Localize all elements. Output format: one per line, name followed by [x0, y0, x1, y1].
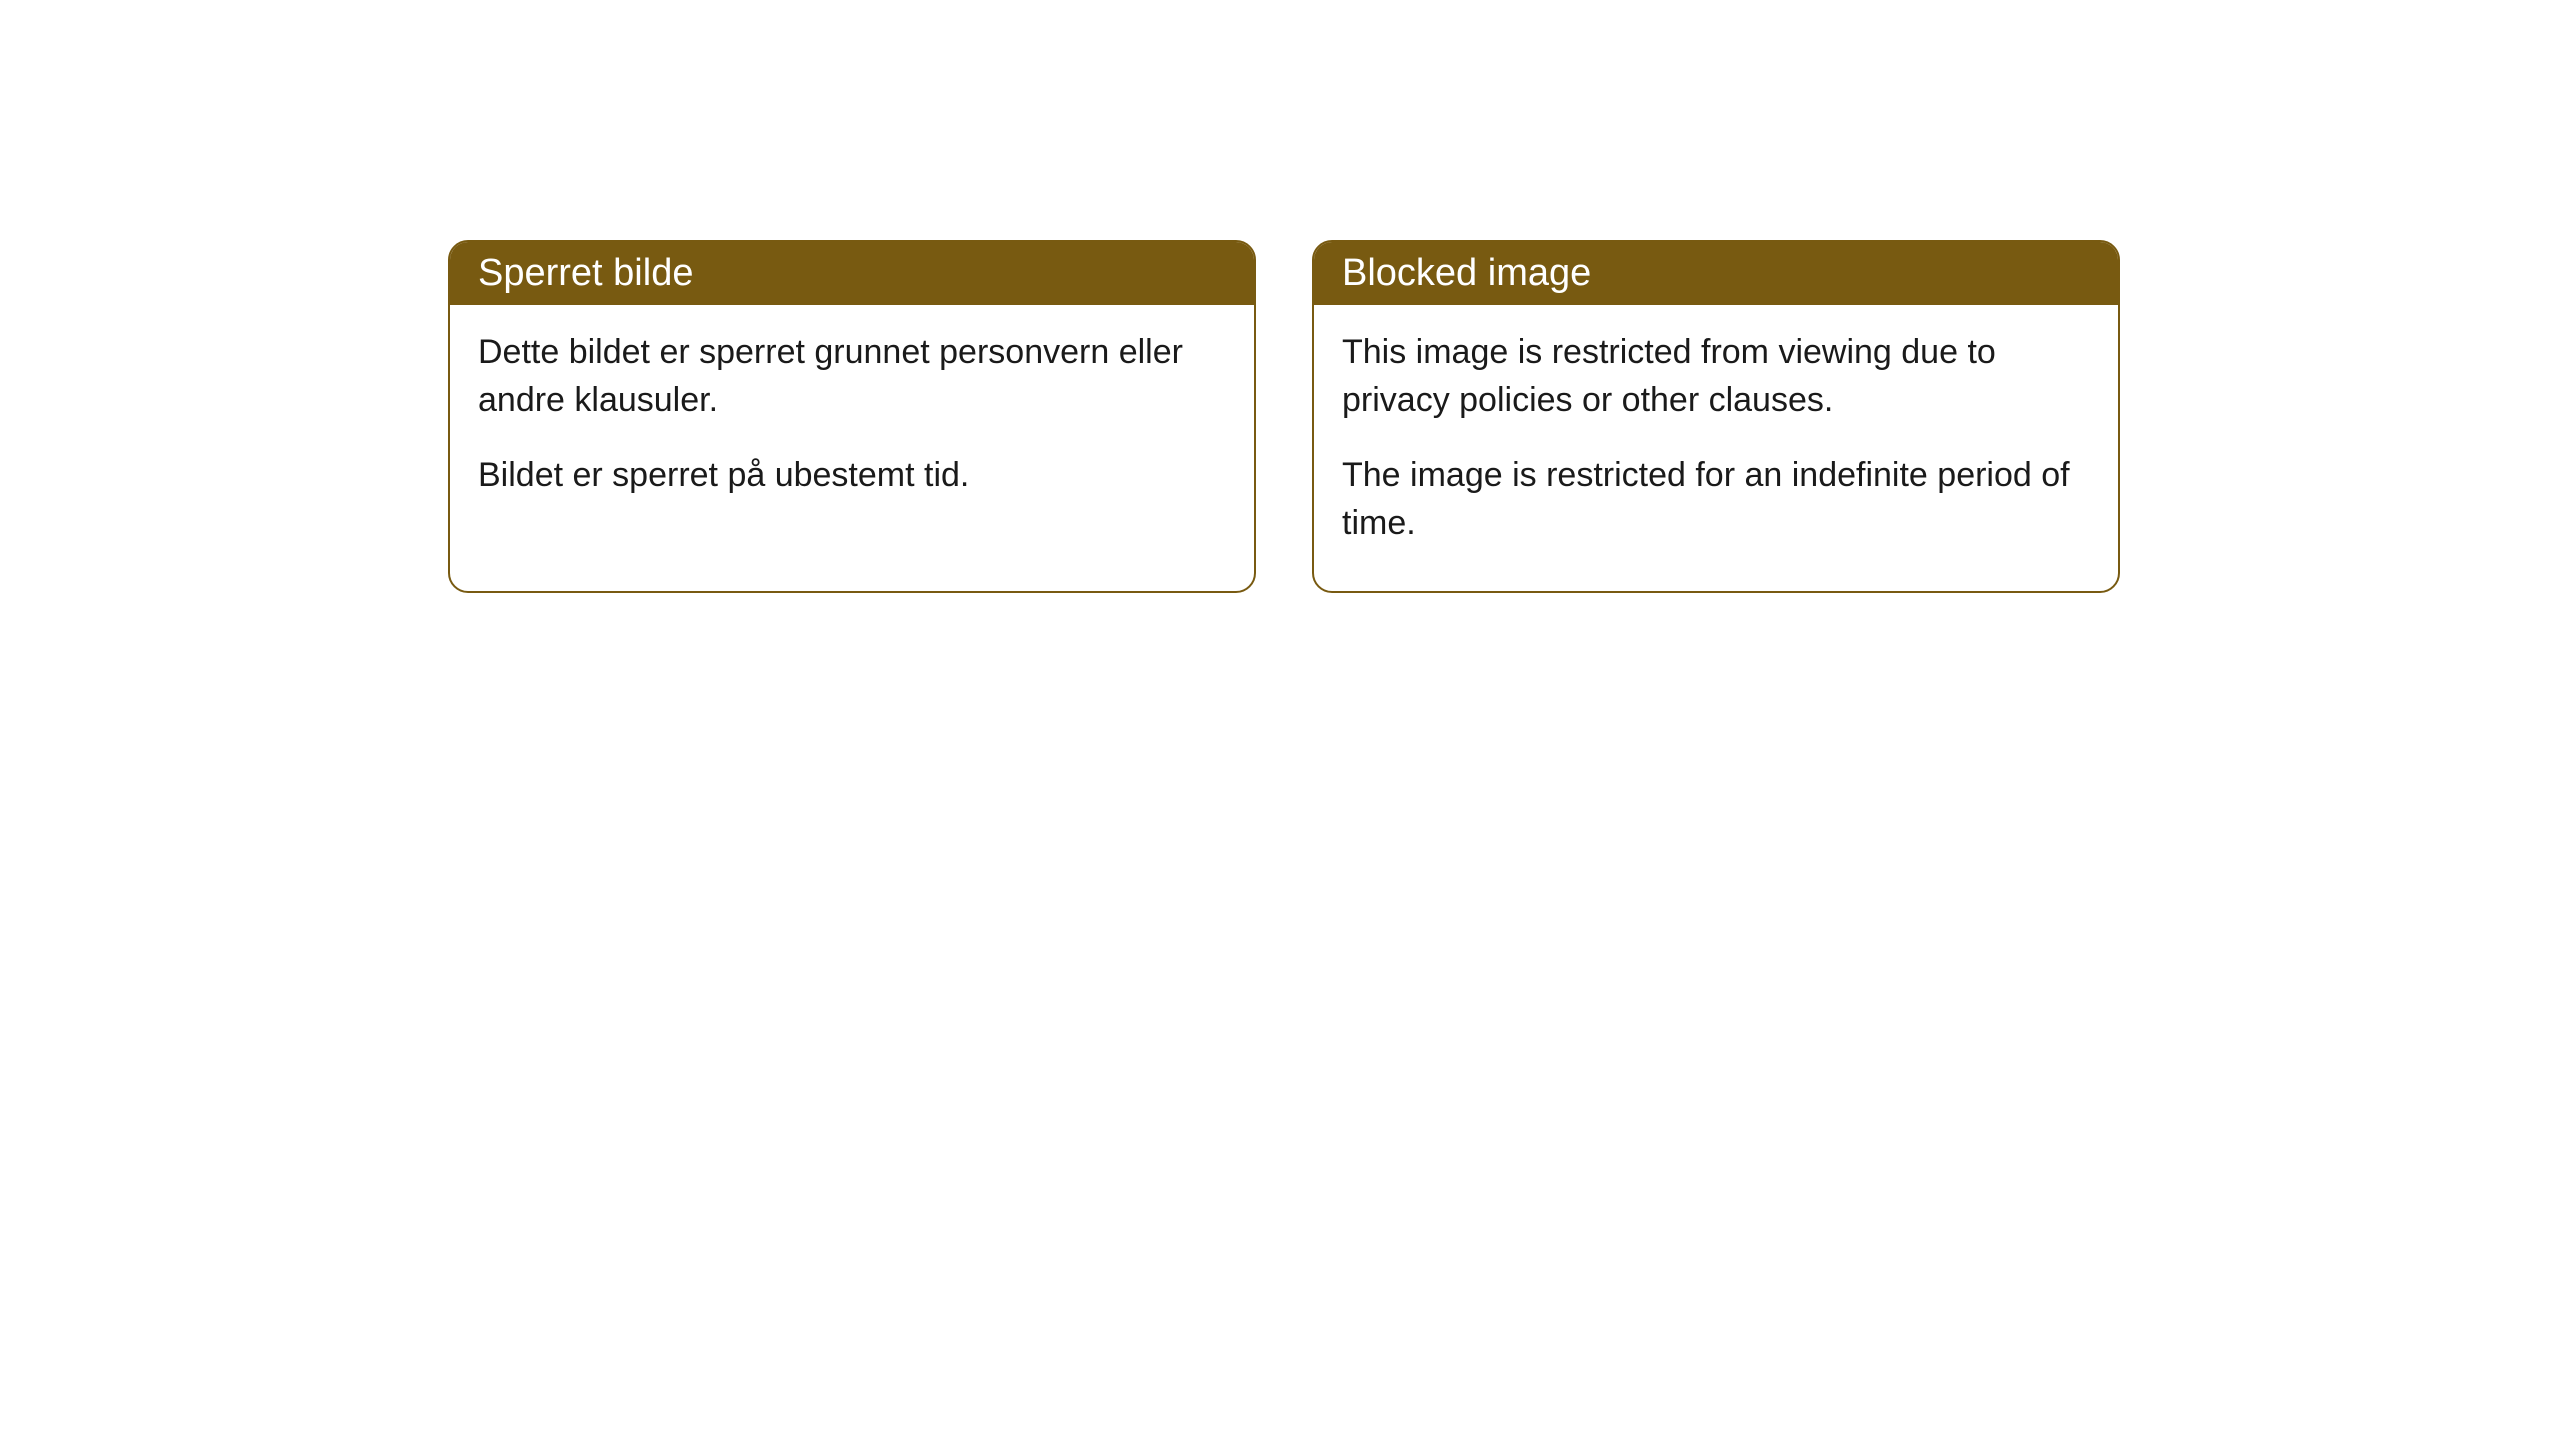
card-body: Dette bildet er sperret grunnet personve… [450, 305, 1254, 544]
card-paragraph-2: Bildet er sperret på ubestemt tid. [478, 452, 1226, 500]
card-paragraph-1: This image is restricted from viewing du… [1342, 329, 2090, 424]
card-title: Blocked image [1342, 252, 1591, 294]
card-paragraph-2: The image is restricted for an indefinit… [1342, 452, 2090, 547]
card-body: This image is restricted from viewing du… [1314, 305, 2118, 591]
card-paragraph-1: Dette bildet er sperret grunnet personve… [478, 329, 1226, 424]
notice-container: Sperret bilde Dette bildet er sperret gr… [0, 0, 2560, 593]
card-title: Sperret bilde [478, 252, 693, 294]
card-header: Sperret bilde [450, 242, 1254, 305]
blocked-image-card-norwegian: Sperret bilde Dette bildet er sperret gr… [448, 240, 1256, 593]
blocked-image-card-english: Blocked image This image is restricted f… [1312, 240, 2120, 593]
card-header: Blocked image [1314, 242, 2118, 305]
